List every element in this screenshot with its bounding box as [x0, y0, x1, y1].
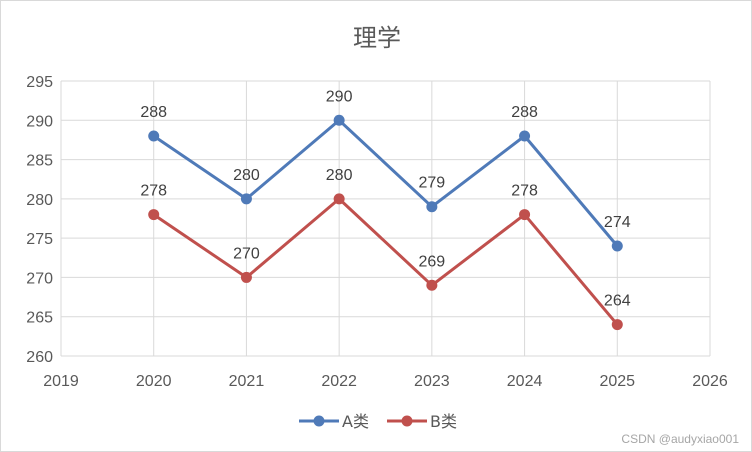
data-label: 278 [511, 183, 538, 200]
x-axis-ticks: 2019 2020 2021 2022 2023 2024 2025 2026 [43, 373, 728, 390]
data-label: 290 [326, 88, 353, 105]
x-tick-label: 2025 [599, 373, 635, 390]
series-line [152, 197, 619, 326]
data-point [148, 130, 160, 142]
x-tick-label: 2019 [43, 373, 79, 390]
data-label: 288 [511, 104, 538, 121]
y-tick-label: 260 [26, 349, 53, 366]
data-point [426, 279, 438, 291]
x-tick-label: 2020 [136, 373, 172, 390]
x-tick-label: 2022 [321, 373, 357, 390]
watermark-text: CSDN @audyxiao001 [621, 432, 739, 446]
data-label: 279 [419, 175, 446, 192]
data-label: 270 [233, 245, 260, 262]
data-label: 280 [233, 167, 260, 184]
y-tick-label: 295 [26, 74, 53, 91]
data-point [519, 130, 531, 142]
data-label: 264 [604, 293, 631, 310]
data-point [426, 201, 438, 213]
data-point [611, 319, 623, 331]
x-tick-label: 2023 [414, 373, 450, 390]
series-group: 288 280 290 279 288 274 278 270 280 269 278 264 [140, 88, 631, 331]
y-tick-label: 275 [26, 231, 53, 248]
data-point [333, 114, 345, 126]
chart-title: 理学 [353, 24, 401, 52]
legend-point-marker [401, 415, 413, 427]
x-tick-label: 2021 [229, 373, 265, 390]
y-tick-label: 290 [26, 113, 53, 130]
y-tick-label: 280 [26, 192, 53, 209]
data-label: 288 [140, 104, 167, 121]
series-2: 278 270 280 269 278 264 [140, 167, 631, 331]
data-point [148, 209, 160, 221]
y-tick-label: 270 [26, 270, 53, 287]
legend-label: B类 [430, 412, 457, 431]
data-point [240, 193, 252, 205]
data-point [519, 209, 531, 221]
series-line [152, 118, 619, 247]
y-tick-label: 285 [26, 153, 53, 170]
data-point [240, 271, 252, 283]
legend: A类 B类 [299, 412, 457, 431]
legend-label: A类 [342, 412, 369, 431]
data-label: 280 [326, 167, 353, 184]
y-tick-label: 265 [26, 310, 53, 327]
data-label: 274 [604, 214, 631, 231]
legend-item: A类 [299, 412, 369, 431]
legend-point-marker [313, 415, 325, 427]
data-point [611, 240, 623, 252]
series-1: 288 280 290 279 288 274 [140, 88, 631, 252]
data-point [333, 193, 345, 205]
x-tick-label: 2026 [692, 373, 728, 390]
data-label: 278 [140, 183, 167, 200]
x-tick-label: 2024 [507, 373, 543, 390]
y-axis-ticks: 260 265 270 275 280 285 290 295 [26, 74, 53, 366]
data-label: 269 [419, 253, 446, 270]
legend-item: B类 [387, 412, 457, 431]
